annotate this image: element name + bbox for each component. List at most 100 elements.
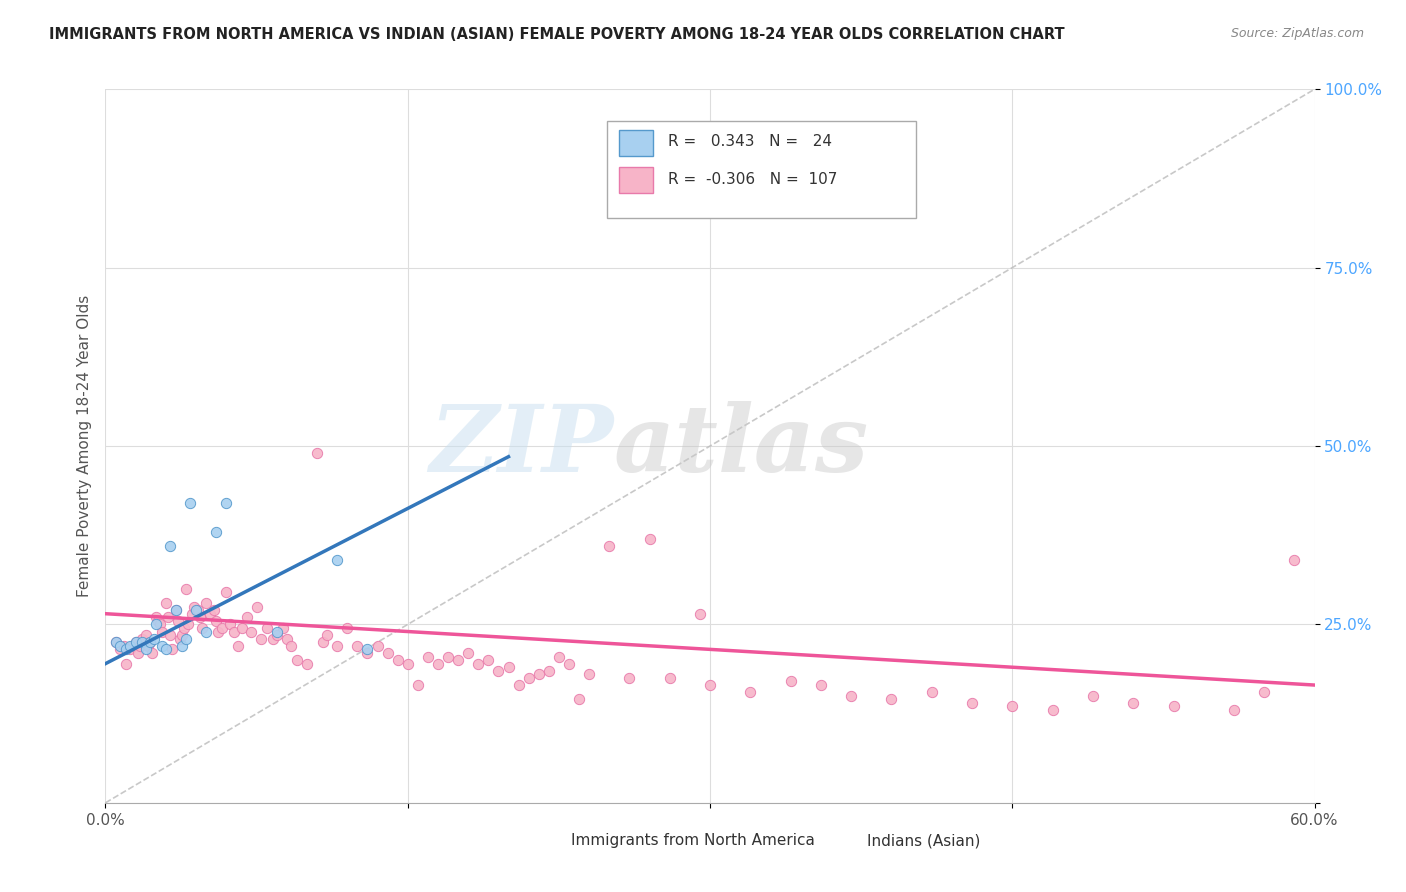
Point (195, 624, 218, 639)
Point (548, 649, 571, 664)
Point (307, 446, 329, 460)
Point (118, 642, 141, 657)
Point (437, 649, 460, 664)
Text: R =   0.343   N =   24: R = 0.343 N = 24 (668, 134, 832, 149)
Point (165, 603, 187, 617)
Bar (831, 830, 858, 851)
Point (1284, 553, 1306, 567)
Point (118, 639, 141, 653)
Point (159, 539, 181, 553)
Point (235, 610, 257, 624)
Text: Indians (Asian): Indians (Asian) (868, 833, 980, 848)
Text: ZIP: ZIP (429, 401, 613, 491)
Point (356, 642, 378, 657)
Point (239, 624, 262, 639)
Point (228, 639, 250, 653)
Point (810, 678, 832, 692)
Point (1122, 696, 1144, 710)
Point (150, 639, 173, 653)
Point (124, 635, 148, 649)
Point (136, 639, 159, 653)
Point (141, 646, 163, 660)
Point (1223, 703, 1246, 717)
Point (366, 639, 388, 653)
Text: Source: ZipAtlas.com: Source: ZipAtlas.com (1230, 27, 1364, 40)
Point (406, 678, 429, 692)
Point (169, 632, 191, 646)
Point (839, 689, 862, 703)
Text: atlas: atlas (613, 401, 869, 491)
Point (187, 603, 209, 617)
Point (205, 614, 228, 628)
Point (396, 657, 419, 671)
Point (312, 635, 335, 649)
Point (619, 671, 641, 685)
Point (156, 610, 179, 624)
Point (179, 496, 201, 510)
Point (1253, 685, 1275, 699)
Point (145, 617, 167, 632)
Point (508, 678, 530, 692)
Point (517, 671, 540, 685)
Point (658, 671, 681, 685)
Point (108, 642, 131, 657)
Point (207, 624, 229, 639)
Point (377, 646, 399, 660)
Point (160, 642, 183, 657)
Point (558, 657, 581, 671)
Point (131, 632, 153, 646)
Point (326, 553, 349, 567)
Point (779, 674, 801, 689)
Point (598, 539, 620, 553)
Point (150, 624, 173, 639)
Point (280, 639, 302, 653)
Point (1081, 689, 1104, 703)
Text: IMMIGRANTS FROM NORTH AMERICA VS INDIAN (ASIAN) FEMALE POVERTY AMONG 18-24 YEAR : IMMIGRANTS FROM NORTH AMERICA VS INDIAN … (49, 27, 1064, 42)
Point (170, 639, 193, 653)
Point (285, 653, 308, 667)
FancyBboxPatch shape (607, 121, 915, 218)
Point (104, 635, 127, 649)
Point (104, 635, 127, 649)
Point (121, 639, 143, 653)
Text: Immigrants from North America: Immigrants from North America (571, 833, 815, 848)
Point (149, 617, 172, 632)
Point (1042, 703, 1064, 717)
Point (224, 624, 246, 639)
Point (127, 646, 149, 660)
Point (139, 635, 162, 649)
Point (174, 582, 197, 596)
Point (416, 649, 439, 664)
Point (256, 621, 278, 635)
Point (124, 635, 148, 649)
Point (457, 646, 479, 660)
Point (568, 692, 591, 706)
Point (135, 628, 157, 642)
Point (477, 653, 499, 667)
Point (467, 657, 489, 671)
Point (114, 642, 136, 657)
Point (215, 496, 238, 510)
Point (249, 632, 271, 646)
Bar (619, 130, 654, 155)
Point (108, 639, 131, 653)
Point (167, 614, 190, 628)
Point (181, 607, 204, 621)
Point (200, 607, 222, 621)
Point (139, 635, 162, 649)
Point (276, 632, 298, 646)
Point (638, 532, 661, 546)
Point (689, 607, 711, 621)
Point (387, 653, 409, 667)
Point (498, 660, 520, 674)
Point (486, 664, 509, 678)
Point (170, 628, 193, 642)
Point (211, 621, 233, 635)
Point (262, 632, 284, 646)
Point (114, 657, 136, 671)
Point (165, 603, 187, 617)
Point (145, 610, 167, 624)
Bar (619, 167, 654, 193)
Point (578, 667, 600, 681)
Point (219, 617, 242, 632)
